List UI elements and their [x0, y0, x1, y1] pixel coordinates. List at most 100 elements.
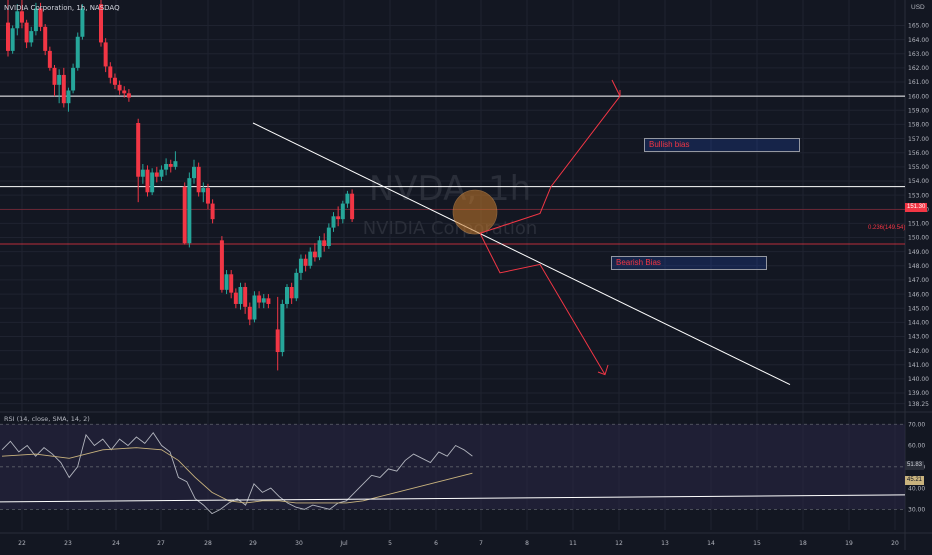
rsi-band — [0, 423, 905, 510]
candle-body — [350, 193, 355, 220]
time-tick-label: 7 — [479, 540, 483, 547]
candles — [6, 0, 355, 371]
candle-body — [57, 74, 62, 85]
candle-body — [10, 28, 15, 51]
candle-body — [80, 8, 85, 37]
bullish-path — [479, 95, 621, 234]
time-tick-label: 27 — [157, 540, 165, 547]
price-tick-label: 156.00 — [908, 150, 929, 157]
rsi-trend-line — [0, 494, 906, 503]
candle-body — [182, 186, 187, 244]
candle-body — [229, 274, 234, 293]
price-tick-label: 162.00 — [908, 65, 929, 72]
watermark-ticker: NVDA, 1h — [369, 169, 531, 209]
candle-body — [261, 298, 266, 303]
candle-body — [6, 22, 10, 51]
time-tick-label: 20 — [891, 540, 899, 547]
candle-body — [29, 31, 34, 43]
price-tick-label: 150.00 — [908, 235, 929, 242]
candle-body — [233, 292, 238, 304]
price-tick-label: 147.00 — [908, 277, 929, 284]
candle-body — [117, 84, 122, 91]
rsi-tick-label: 70.00 — [908, 421, 925, 428]
candle-body — [103, 42, 108, 67]
candle-body — [266, 298, 271, 304]
fib-level-tag: 0.236(149.54) — [868, 225, 906, 231]
watermark: NVDA, 1h NVIDIA Corporation — [363, 169, 538, 239]
bearish-arrowhead — [597, 364, 609, 376]
candle-body — [173, 161, 178, 167]
candle-body — [108, 66, 113, 78]
watermark-name: NVIDIA Corporation — [363, 218, 538, 239]
candle-body — [43, 26, 48, 51]
price-tick-label: 141.00 — [908, 362, 929, 369]
last-price-tag: 151.30 — [905, 203, 928, 212]
candle-body — [285, 287, 289, 304]
time-tick-label: Jul — [339, 540, 348, 547]
candle-body — [192, 166, 196, 179]
rsi-lines — [0, 431, 906, 515]
time-tick-label: 14 — [707, 540, 715, 547]
price-tick-label: 148.00 — [908, 263, 929, 270]
candle-body — [201, 188, 206, 193]
candle-body — [52, 67, 57, 85]
candle-body — [99, 4, 103, 43]
price-tick-label: 165.00 — [908, 23, 929, 30]
drawings — [252, 79, 791, 386]
time-tick-label: 29 — [249, 540, 257, 547]
candle-body — [196, 166, 201, 193]
price-tick-label: 146.00 — [908, 291, 929, 298]
rsi-tick-label: 40.00 — [908, 485, 925, 492]
time-tick-label: 12 — [615, 540, 623, 547]
candle-body — [19, 11, 24, 23]
candle-body — [322, 240, 327, 246]
candle-body — [159, 169, 164, 177]
candle-body — [145, 169, 150, 193]
price-tick-label: 138.25 — [908, 401, 929, 408]
candle-body — [24, 22, 29, 43]
candle-body — [168, 164, 173, 167]
candle-body — [126, 93, 131, 98]
price-tick-label: 161.00 — [908, 79, 929, 86]
candle-body — [275, 329, 280, 353]
candle-body — [187, 178, 192, 244]
price-tick-label: 163.00 — [908, 51, 929, 58]
candle-body — [224, 274, 229, 290]
price-tick-label: 164.00 — [908, 37, 929, 44]
time-tick-label: 22 — [18, 540, 26, 547]
price-tick-label: 160.00 — [908, 93, 929, 100]
time-tick-label: 6 — [434, 540, 438, 547]
rsi-line — [1, 431, 473, 515]
time-tick-label: 19 — [845, 540, 853, 547]
price-tick-label: 153.00 — [908, 192, 929, 199]
time-tick-label: 13 — [661, 540, 669, 547]
price-tick-label: 144.00 — [908, 320, 929, 327]
price-tick-label: 154.00 — [908, 178, 929, 185]
breakout-circle — [452, 189, 498, 235]
time-tick-label: 5 — [388, 540, 392, 547]
rsi-ma-line — [1, 447, 473, 504]
candle-body — [112, 77, 117, 85]
price-tick-label: 158.00 — [908, 122, 929, 129]
time-tick-label: 30 — [295, 540, 303, 547]
bullish-bias-label[interactable]: Bullish bias — [644, 138, 800, 152]
rsi-tick-label: 30.00 — [908, 507, 925, 514]
candle-body — [312, 251, 317, 258]
price-tick-label: 149.00 — [908, 249, 929, 256]
candle-body — [247, 306, 252, 320]
candle-body — [294, 272, 299, 299]
candle-body — [298, 258, 303, 273]
candle-body — [205, 188, 210, 204]
rsi-value-tag: 51.83 — [905, 461, 925, 470]
time-tick-label: 11 — [569, 540, 577, 547]
candle-body — [252, 295, 257, 320]
candle-body — [75, 36, 80, 68]
symbol-legend: NVIDIA Corporation, 1h, NASDAQ — [4, 4, 120, 12]
candle-body — [140, 169, 145, 177]
candle-body — [122, 90, 127, 94]
time-tick-label: 18 — [799, 540, 807, 547]
candle-body — [33, 8, 38, 32]
bearish-bias-label[interactable]: Bearish Bias — [611, 256, 767, 270]
